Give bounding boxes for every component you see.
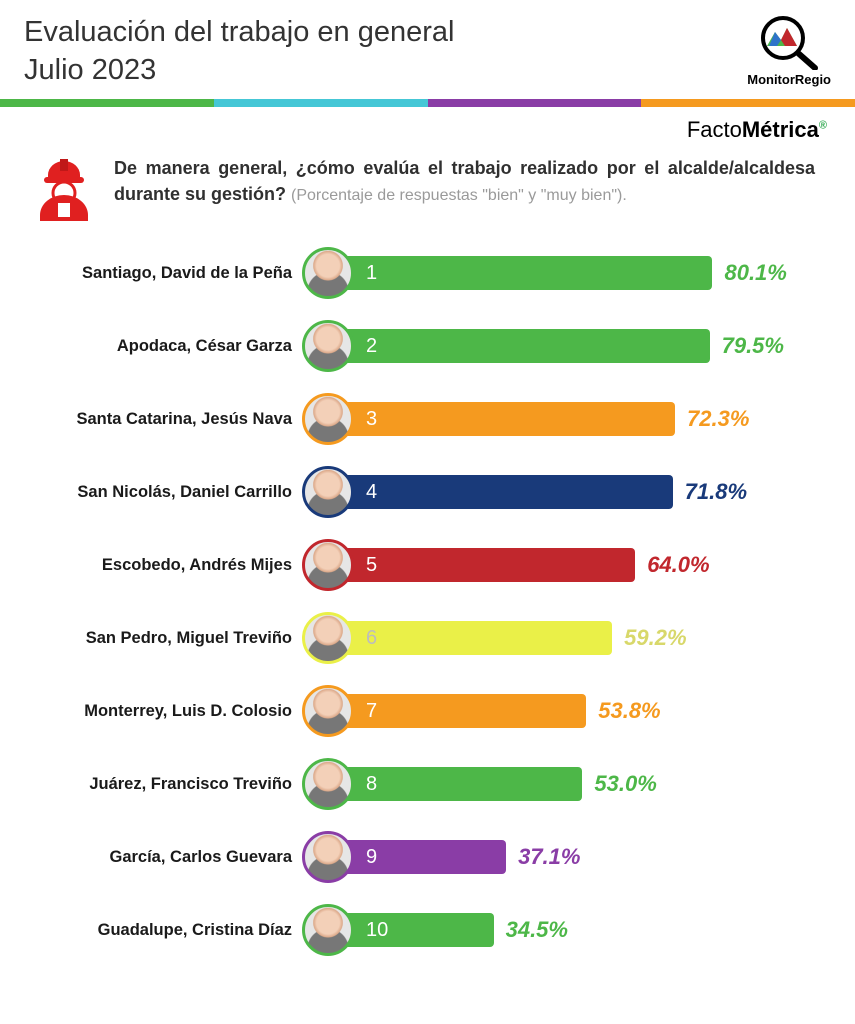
bar-cell: 7 53.8% [302, 685, 817, 737]
bar-row: San Nicolás, Daniel Carrillo 4 71.8% [12, 460, 817, 524]
bar-rank: 4 [366, 481, 377, 504]
stripe-segment [428, 99, 642, 107]
bar-label: Santa Catarina, Jesús Nava [12, 410, 302, 429]
bar: 2 [328, 329, 710, 363]
bar-rank: 2 [366, 335, 377, 358]
page-subtitle: Julio 2023 [24, 52, 454, 90]
stripe-segment [0, 99, 214, 107]
bar-percent: 37.1% [518, 844, 580, 870]
bar: 1 [328, 256, 712, 290]
bar-percent: 71.8% [685, 479, 747, 505]
bar-percent: 34.5% [506, 917, 568, 943]
magnifier-mountain-icon [757, 14, 821, 70]
bar-percent: 64.0% [647, 552, 709, 578]
brand: FactoMétrica® [0, 107, 855, 149]
bar-percent: 53.0% [594, 771, 656, 797]
avatar [302, 904, 354, 956]
bar-cell: 5 64.0% [302, 539, 817, 591]
stripe-segment [214, 99, 428, 107]
bar-label: García, Carlos Guevara [12, 848, 302, 867]
bar-row: Guadalupe, Cristina Díaz 10 34.5% [12, 898, 817, 962]
avatar [302, 247, 354, 299]
avatar [302, 758, 354, 810]
bar-label: Escobedo, Andrés Mijes [12, 556, 302, 575]
bar-cell: 6 59.2% [302, 612, 817, 664]
bar-percent: 72.3% [687, 406, 749, 432]
brand-bold: Métrica [742, 117, 819, 142]
question-note: (Porcentaje de respuestas "bien" y "muy … [291, 187, 627, 204]
color-stripe [0, 99, 855, 107]
logo-label: MonitorRegio [747, 72, 831, 87]
bar-row: Santiago, David de la Peña 1 80.1% [12, 241, 817, 305]
bar-cell: 8 53.0% [302, 758, 817, 810]
bar: 9 [328, 840, 506, 874]
avatar [302, 612, 354, 664]
bar-rank: 1 [366, 262, 377, 285]
avatar [302, 831, 354, 883]
avatar [302, 685, 354, 737]
bar-cell: 2 79.5% [302, 320, 817, 372]
avatar [302, 539, 354, 591]
bar-percent: 80.1% [724, 260, 786, 286]
bar-row: Monterrey, Luis D. Colosio 7 53.8% [12, 679, 817, 743]
bar-cell: 1 80.1% [302, 247, 817, 299]
bar-row: Escobedo, Andrés Mijes 5 64.0% [12, 533, 817, 597]
bar-rank: 6 [366, 627, 377, 650]
chart: Santiago, David de la Peña 1 80.1% Apodaca,… [0, 239, 855, 962]
bar-label: Monterrey, Luis D. Colosio [12, 702, 302, 721]
question-row: De manera general, ¿cómo evalúa el traba… [0, 149, 855, 239]
bar-rank: 10 [366, 919, 388, 942]
bar-label: Guadalupe, Cristina Díaz [12, 921, 302, 940]
page-title: Evaluación del trabajo en general [24, 14, 454, 52]
bar-rank: 3 [366, 408, 377, 431]
bar-label: Juárez, Francisco Treviño [12, 775, 302, 794]
header: Evaluación del trabajo en general Julio … [0, 0, 855, 99]
bar-label: Apodaca, César Garza [12, 337, 302, 356]
bar: 3 [328, 402, 675, 436]
brand-plain: Facto [687, 117, 742, 142]
bar-percent: 53.8% [598, 698, 660, 724]
bar-rank: 7 [366, 700, 377, 723]
avatar [302, 466, 354, 518]
bar: 8 [328, 767, 582, 801]
bar-row: García, Carlos Guevara 9 37.1% [12, 825, 817, 889]
bar-cell: 4 71.8% [302, 466, 817, 518]
bar-rank: 9 [366, 846, 377, 869]
bar: 7 [328, 694, 586, 728]
bar-rank: 5 [366, 554, 377, 577]
bar-percent: 79.5% [722, 333, 784, 359]
bar: 5 [328, 548, 635, 582]
bar-label: San Nicolás, Daniel Carrillo [12, 483, 302, 502]
logo: MonitorRegio [747, 14, 831, 87]
bar-percent: 59.2% [624, 625, 686, 651]
avatar [302, 320, 354, 372]
bar: 6 [328, 621, 612, 655]
question-text: De manera general, ¿cómo evalúa el traba… [114, 155, 815, 207]
bar-row: Apodaca, César Garza 2 79.5% [12, 314, 817, 378]
bar-row: San Pedro, Miguel Treviño 6 59.2% [12, 606, 817, 670]
stripe-segment [641, 99, 855, 107]
bar-cell: 9 37.1% [302, 831, 817, 883]
bar: 4 [328, 475, 673, 509]
bar-cell: 3 72.3% [302, 393, 817, 445]
registered-icon: ® [819, 120, 827, 132]
bar-row: Juárez, Francisco Treviño 8 53.0% [12, 752, 817, 816]
worker-icon [34, 155, 94, 221]
bar-rank: 8 [366, 773, 377, 796]
bar-row: Santa Catarina, Jesús Nava 3 72.3% [12, 387, 817, 451]
bar-label: Santiago, David de la Peña [12, 264, 302, 283]
header-titles: Evaluación del trabajo en general Julio … [24, 14, 454, 89]
avatar [302, 393, 354, 445]
bar-cell: 10 34.5% [302, 904, 817, 956]
bar-label: San Pedro, Miguel Treviño [12, 629, 302, 648]
